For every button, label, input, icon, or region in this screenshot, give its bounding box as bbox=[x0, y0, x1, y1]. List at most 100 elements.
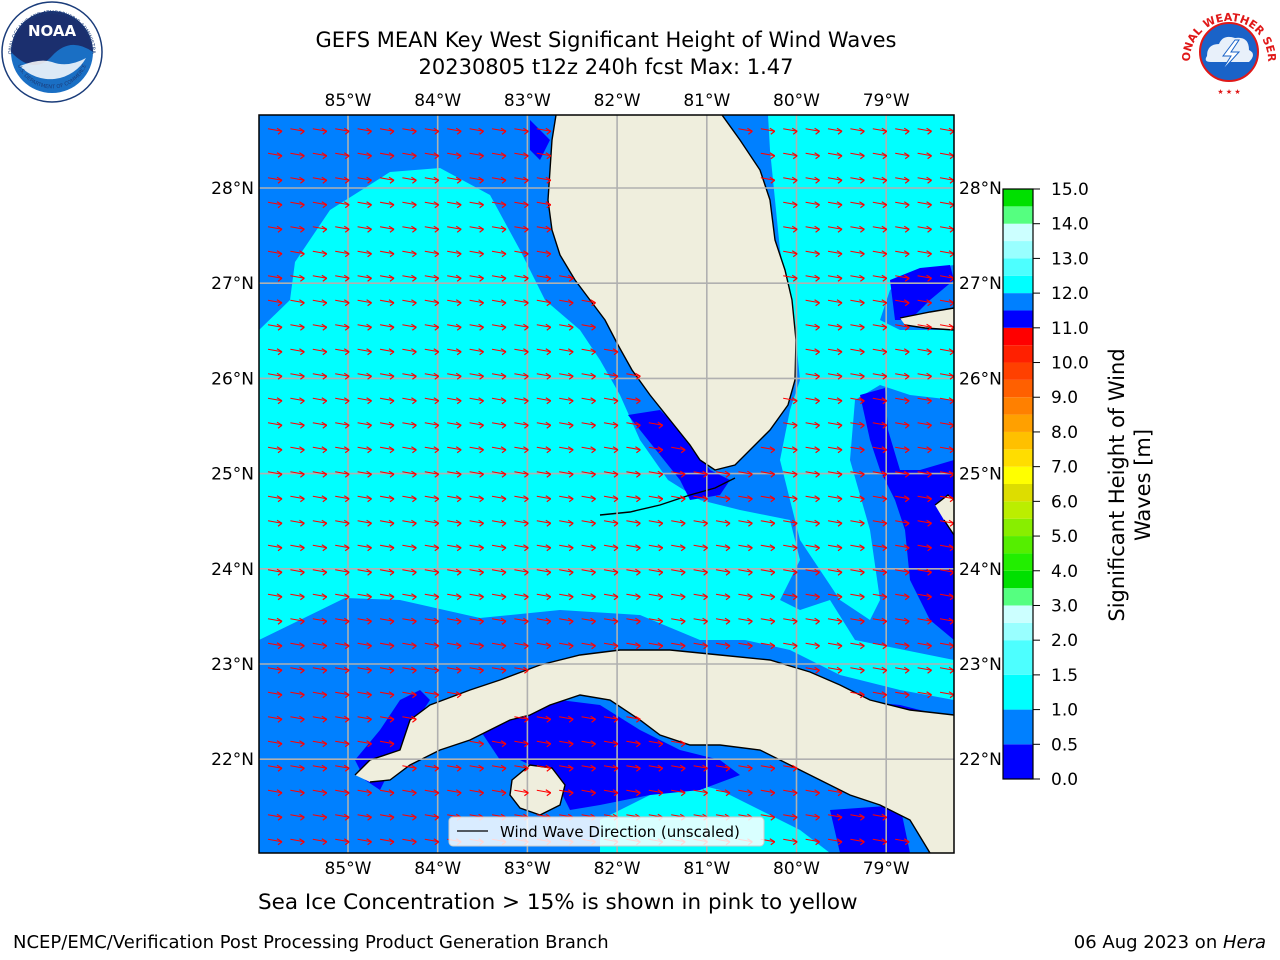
wave-direction-arrowhead bbox=[814, 789, 820, 797]
wave-direction-arrowhead bbox=[926, 176, 932, 184]
wave-direction-arrowhead bbox=[523, 495, 529, 503]
wave-direction-arrowhead bbox=[859, 666, 865, 674]
wave-direction-arrow bbox=[514, 250, 529, 255]
wave-direction-arrowhead bbox=[567, 446, 574, 454]
wave-direction-arrow bbox=[357, 838, 372, 843]
wave-direction-arrowhead bbox=[635, 470, 641, 478]
wave-direction-arrowhead bbox=[321, 568, 328, 576]
wave-direction-arrow bbox=[267, 593, 283, 598]
wave-direction-arrowhead bbox=[500, 495, 507, 503]
wave-direction-arrowhead bbox=[747, 127, 753, 135]
wave-direction-arrow bbox=[447, 618, 462, 622]
wave-direction-arrowhead bbox=[366, 201, 372, 209]
wave-direction-arrowhead bbox=[859, 201, 865, 209]
wave-direction-arrowhead bbox=[545, 715, 552, 723]
wave-direction-arrowhead bbox=[321, 397, 328, 405]
wave-direction-arrow bbox=[335, 250, 350, 255]
wave-direction-arrow bbox=[783, 569, 798, 573]
wave-direction-arrow bbox=[514, 642, 529, 647]
wave-direction-arrow bbox=[693, 495, 708, 500]
wave-direction-arrow bbox=[491, 667, 507, 671]
wave-direction-arrow bbox=[402, 397, 417, 402]
wave-direction-arrow bbox=[379, 250, 395, 255]
wave-direction-arrowhead bbox=[411, 764, 417, 772]
wave-direction-arrowhead bbox=[612, 397, 619, 405]
wave-direction-arrowhead bbox=[590, 593, 596, 601]
wave-direction-arrowhead bbox=[545, 250, 552, 258]
wave-direction-arrowhead bbox=[343, 740, 350, 748]
wave-direction-arrowhead bbox=[523, 397, 529, 405]
wave-direction-arrow bbox=[939, 446, 954, 451]
colorbar-tick-label: 7.0 bbox=[1051, 458, 1078, 478]
wave-direction-arrow bbox=[447, 789, 462, 794]
wave-direction-arrowhead bbox=[791, 274, 798, 282]
wave-direction-arrow bbox=[312, 152, 327, 157]
wave-direction-arrowhead bbox=[299, 691, 305, 699]
wave-direction-arrowhead bbox=[545, 568, 552, 576]
wave-direction-arrow bbox=[469, 495, 484, 500]
wave-direction-arrow bbox=[514, 716, 529, 720]
wave-direction-arrow bbox=[290, 642, 305, 647]
wave-direction-arrow bbox=[536, 397, 551, 402]
wave-direction-arrow bbox=[850, 642, 865, 647]
wave-direction-arrow bbox=[783, 838, 798, 843]
wave-direction-arrowhead bbox=[433, 323, 440, 331]
wave-direction-arrowhead bbox=[478, 372, 484, 380]
wave-direction-arrow bbox=[447, 495, 462, 500]
wave-direction-arrowhead bbox=[500, 397, 507, 405]
wave-direction-arrow bbox=[536, 471, 551, 475]
wave-direction-arrow bbox=[895, 667, 910, 671]
wave-direction-arrowhead bbox=[343, 617, 350, 625]
wave-direction-arrowhead bbox=[859, 176, 865, 184]
wave-direction-arrowhead bbox=[724, 519, 731, 527]
wave-direction-arrowhead bbox=[769, 617, 776, 625]
wave-direction-arrow bbox=[850, 226, 865, 230]
wave-direction-arrowhead bbox=[276, 323, 283, 331]
wave-direction-arrow bbox=[267, 691, 283, 696]
wave-direction-arrowhead bbox=[881, 127, 888, 135]
wave-direction-arrow bbox=[805, 789, 820, 794]
wave-direction-arrowhead bbox=[411, 421, 417, 429]
wave-direction-arrowhead bbox=[545, 617, 552, 625]
wave-direction-arrow bbox=[850, 299, 865, 304]
wave-direction-arrowhead bbox=[791, 421, 798, 429]
wave-direction-arrow bbox=[850, 177, 865, 181]
wave-direction-arrowhead bbox=[903, 544, 910, 552]
wave-direction-arrowhead bbox=[545, 544, 552, 552]
wave-direction-arrowhead bbox=[523, 299, 529, 307]
wave-direction-arrowhead bbox=[657, 544, 664, 552]
wave-direction-arrow bbox=[379, 152, 395, 157]
wave-direction-arrowhead bbox=[567, 372, 574, 380]
wave-direction-arrow bbox=[312, 128, 327, 132]
wave-direction-arrow bbox=[267, 422, 283, 426]
wave-direction-arrowhead bbox=[545, 421, 552, 429]
wave-direction-arrow bbox=[581, 593, 596, 598]
wave-direction-arrow bbox=[447, 642, 462, 647]
wave-direction-arrow bbox=[335, 765, 350, 769]
wave-direction-arrowhead bbox=[343, 789, 350, 797]
wave-direction-arrowhead bbox=[299, 225, 305, 233]
wave-direction-arrowhead bbox=[635, 519, 641, 527]
wave-direction-arrowhead bbox=[366, 789, 372, 797]
wave-direction-arrowhead bbox=[545, 495, 552, 503]
wave-direction-arrowhead bbox=[836, 593, 843, 601]
wave-direction-arrowhead bbox=[478, 250, 484, 258]
wave-direction-arrowhead bbox=[411, 127, 417, 135]
wave-direction-arrow bbox=[267, 324, 283, 328]
wave-direction-arrowhead bbox=[590, 789, 596, 797]
wave-direction-arrowhead bbox=[343, 348, 350, 356]
wave-direction-arrow bbox=[335, 397, 350, 402]
wave-direction-arrowhead bbox=[567, 617, 574, 625]
wave-direction-arrowhead bbox=[679, 617, 686, 625]
wave-direction-arrow bbox=[783, 201, 798, 206]
wave-direction-arrowhead bbox=[411, 152, 417, 160]
land-florida bbox=[548, 115, 796, 470]
wave-direction-arrowhead bbox=[881, 397, 888, 405]
wave-direction-arrow bbox=[402, 201, 417, 206]
wave-direction-arrow bbox=[805, 128, 820, 132]
wave-direction-arrow bbox=[783, 544, 798, 549]
wave-direction-arrowhead bbox=[859, 152, 865, 160]
wave-direction-arrowhead bbox=[747, 789, 753, 797]
wave-direction-arrow bbox=[447, 765, 462, 769]
wave-direction-arrow bbox=[491, 177, 507, 181]
